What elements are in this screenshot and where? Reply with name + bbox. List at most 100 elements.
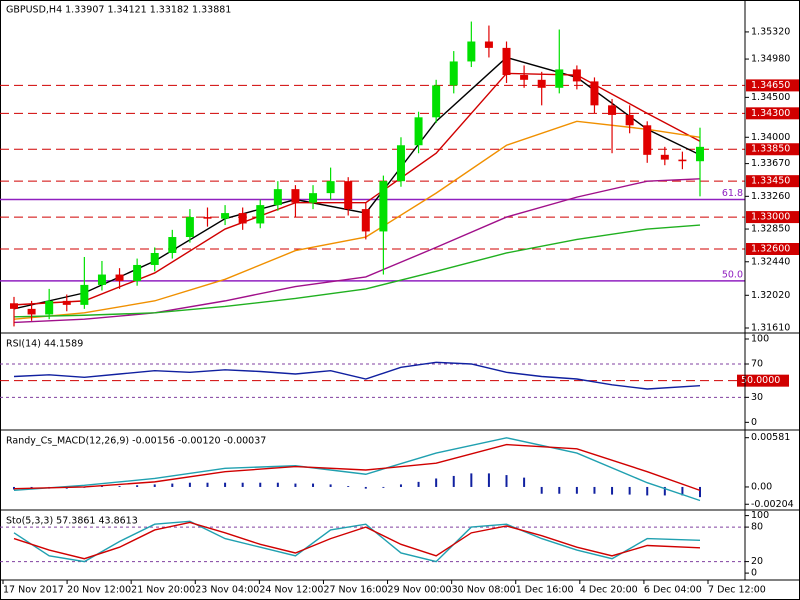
level-tag: [746, 243, 799, 255]
candle-body: [361, 209, 370, 232]
indicator-line: [13, 437, 701, 502]
y-tick-label: 0: [751, 417, 757, 428]
candle-body: [379, 181, 388, 232]
y-tick-label: -0.00204: [751, 499, 794, 510]
y-tick-label: 1.32440: [751, 256, 790, 267]
level-label: 1.34650: [751, 80, 790, 91]
candle-body: [273, 189, 282, 206]
candle-body: [291, 189, 300, 203]
level-label: 1.34300: [751, 108, 790, 119]
candle-body: [168, 237, 177, 253]
x-tick-label: 7 Dec 12:00: [708, 585, 766, 596]
candle-body: [678, 159, 687, 162]
y-tick-label: 1.32850: [751, 224, 790, 235]
candle-body: [344, 181, 353, 210]
candle-body: [62, 300, 71, 305]
highlight-tag: [737, 374, 789, 387]
level-tag: [746, 79, 799, 92]
y-tick-label: 1.34000: [751, 132, 790, 143]
x-tick-label: 21 Nov 20:00: [131, 585, 195, 596]
x-tick-label: 23 Nov 04:00: [195, 585, 259, 596]
candle-body: [643, 125, 652, 155]
y-tick-label: 1.31610: [751, 323, 790, 334]
candle-body: [97, 274, 106, 285]
candle-body: [502, 47, 511, 76]
candle-body: [520, 75, 529, 80]
indicator-line: [13, 361, 701, 390]
level-label: 1.33850: [751, 144, 790, 155]
candle-body: [590, 81, 599, 106]
candle-body: [185, 217, 194, 238]
y-tick-label: 0.00: [751, 481, 772, 492]
x-tick-label: 27 Nov 16:00: [323, 585, 387, 596]
x-tick-label: 17 Nov 2017: [3, 585, 64, 596]
candle-body: [625, 114, 634, 126]
panel-title: Sto(5,3,3) 57.3861 43.8613: [6, 516, 138, 527]
y-tick-label: 1.35320: [751, 26, 790, 37]
fib-label: 50.0: [722, 269, 743, 280]
level-label: 1.33000: [751, 212, 790, 223]
y-tick-label: 1.33260: [751, 191, 790, 202]
indicator-line: [13, 520, 701, 563]
y-tick-label: 80: [751, 522, 763, 533]
panel-title: GBPUSD,H4 1.33907 1.34121 1.33182 1.3388…: [6, 5, 231, 16]
candle-body: [608, 105, 617, 115]
indicator-line: [13, 224, 701, 318]
y-tick-label: 1.33670: [751, 158, 790, 169]
candle-body: [133, 264, 142, 281]
y-tick-label: 1.32020: [751, 290, 790, 301]
level-tag: [746, 107, 799, 120]
candle-body: [27, 308, 36, 315]
candle-body: [115, 274, 124, 281]
x-tick-label: 1 Dec 16:00: [516, 585, 574, 596]
fib-label: 61.8: [722, 188, 743, 199]
y-tick-label: 1.34980: [751, 54, 790, 65]
candle-body: [309, 193, 318, 203]
candle-body: [326, 181, 335, 194]
candle-body: [537, 79, 546, 88]
y-tick-label: 100: [751, 510, 769, 521]
candle-body: [660, 154, 669, 160]
x-tick-label: 20 Nov 12:00: [67, 585, 131, 596]
y-tick-label: 70: [751, 359, 763, 370]
indicator-line: [13, 521, 701, 560]
panel-title: RSI(14) 44.1589: [6, 339, 83, 350]
indicator-line: [13, 443, 701, 492]
y-tick-label: 0: [751, 568, 757, 579]
candle-body: [203, 217, 212, 219]
y-tick-label: 20: [751, 556, 763, 567]
candle-body: [484, 41, 493, 48]
candle-body: [221, 213, 230, 219]
candle-body: [10, 303, 18, 309]
candle-body: [256, 205, 265, 224]
candle-body: [432, 85, 441, 118]
candle-body: [45, 300, 54, 315]
candle-body: [414, 117, 423, 146]
y-tick-label: 30: [751, 392, 763, 403]
y-tick-label: 0.00581: [751, 432, 790, 443]
x-tick-label: 24 Nov 12:00: [259, 585, 323, 596]
x-tick-label: 29 Nov 00:00: [388, 585, 452, 596]
x-tick-label: 6 Dec 04:00: [644, 585, 702, 596]
candle-body: [150, 252, 159, 265]
indicator-line: [13, 178, 701, 324]
panel-title: Randy_Cs_MACD(12,26,9) -0.00156 -0.00120…: [6, 436, 266, 447]
x-tick-label: 30 Nov 08:00: [452, 585, 516, 596]
level-tag: [746, 143, 799, 156]
candle-body: [238, 213, 247, 224]
level-label: 1.32600: [751, 244, 790, 255]
candle-body: [449, 61, 458, 86]
candle-body: [467, 41, 476, 62]
candle-body: [555, 69, 564, 88]
level-label: 1.33450: [751, 176, 790, 187]
level-tag: [746, 211, 799, 224]
highlight-label: 50.0000: [741, 375, 780, 386]
level-tag: [746, 175, 799, 188]
candle-body: [80, 284, 89, 305]
candle-body: [696, 146, 704, 162]
y-tick-label: 100: [751, 334, 769, 345]
x-tick-label: 4 Dec 20:00: [580, 585, 638, 596]
y-tick-label: 1.34500: [751, 92, 790, 103]
candle-body: [396, 145, 405, 182]
